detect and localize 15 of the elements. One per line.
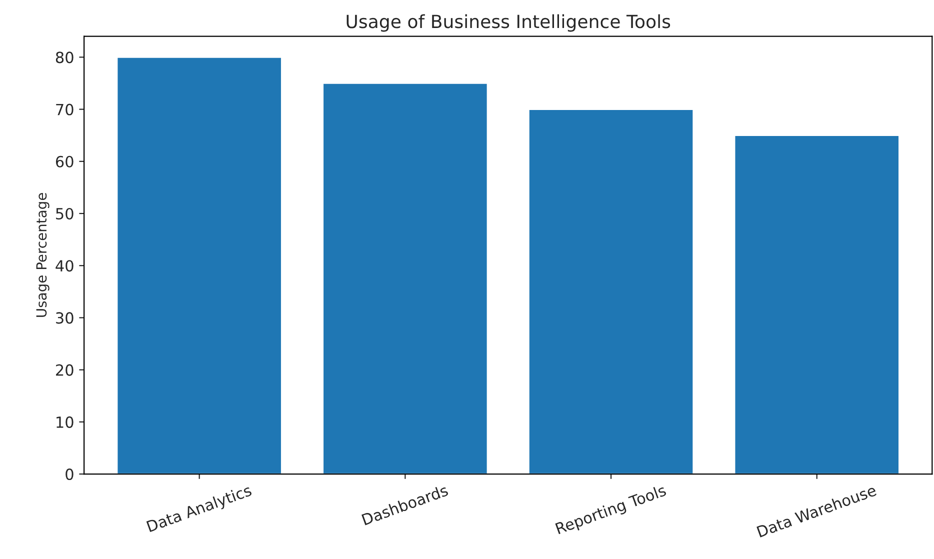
- chart-title: Usage of Business Intelligence Tools: [346, 14, 670, 32]
- y-tick-label: 30: [56, 312, 74, 324]
- y-tick-label: 50: [56, 208, 74, 220]
- bar: [734, 134, 900, 474]
- y-axis-title: Usage Percentage: [36, 193, 50, 317]
- y-tick-label: 60: [56, 156, 74, 168]
- bar: [322, 82, 488, 474]
- y-tick-label: 70: [56, 104, 74, 116]
- y-tick-label: 40: [56, 260, 74, 272]
- bar: [116, 56, 282, 474]
- y-tick-label: 0: [66, 468, 74, 480]
- y-tick-label: 80: [56, 52, 74, 64]
- y-tick-label: 20: [56, 364, 74, 376]
- bar: [528, 108, 694, 474]
- y-tick-label: 10: [56, 416, 74, 428]
